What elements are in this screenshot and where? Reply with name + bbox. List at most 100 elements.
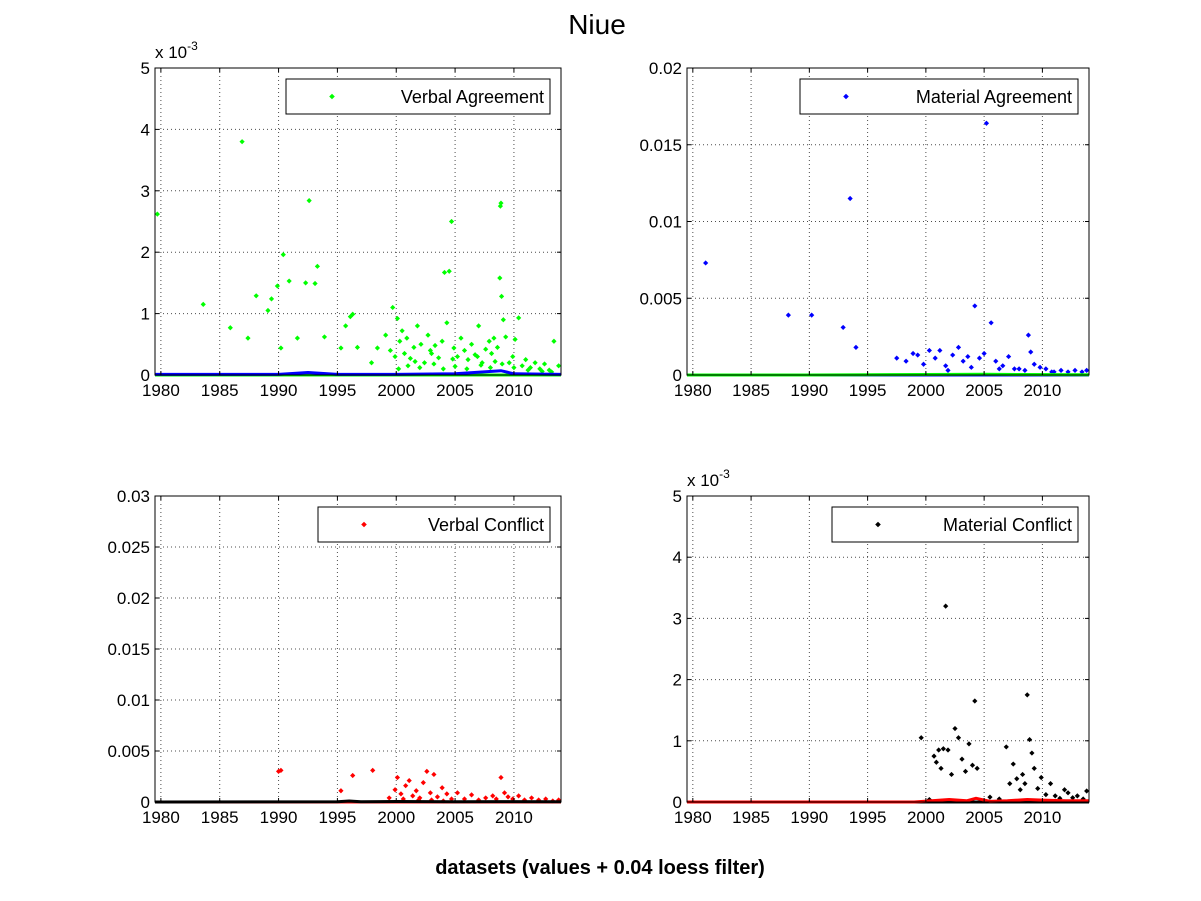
plot-area [687,496,1089,802]
data-point [432,342,438,349]
data-point [405,363,411,369]
data-point [1029,750,1035,756]
points-verbal-conflict [275,767,562,804]
data-point [394,315,401,322]
data-point [416,797,422,803]
data-point [398,791,404,797]
data-point [410,793,416,799]
data-point [1022,367,1028,373]
figure-title: Niue [568,9,626,40]
x-tick-label: 1980 [142,381,180,400]
legend-marker [361,521,367,528]
data-point [370,767,376,773]
data-point [454,790,461,796]
y-tick-label: 0.005 [107,742,150,761]
data-point [1003,744,1009,750]
data-point [417,365,423,371]
data-point [1028,349,1034,355]
data-point [492,358,498,365]
data-point [945,367,951,373]
data-point [1065,369,1071,375]
data-point [983,120,990,126]
data-point [478,362,484,368]
data-point [959,756,965,762]
data-point [528,795,535,801]
data-point [532,360,538,366]
data-point [516,793,522,799]
data-point [425,332,431,338]
data-point [1084,367,1090,373]
data-point [1065,790,1071,796]
data-point [461,347,468,354]
y-tick-label: 0.02 [649,59,682,78]
data-point [527,365,534,371]
x-tick-label: 1995 [318,808,356,827]
data-point [392,353,398,360]
points-verbal-agreement [154,139,562,375]
data-point [245,335,251,341]
data-point [943,363,949,369]
y-tick-label: 5 [141,59,150,78]
data-point [1007,781,1013,787]
data-point [926,347,932,354]
data-point [321,334,328,340]
data-point [440,366,446,372]
data-point [523,357,529,363]
data-point [968,364,974,370]
data-point [1037,364,1043,370]
legend-label: Verbal Agreement [401,87,544,107]
x-tick-label: 2010 [495,381,533,400]
data-point [472,352,478,358]
y-tick-label: 1 [673,732,682,751]
legend-verbal-conflict: Verbal Conflict [317,506,551,543]
data-point [399,328,405,334]
data-point [497,275,503,281]
axes-box [686,495,1090,803]
data-point [510,353,516,360]
data-point [421,360,428,366]
figure-xlabel: datasets (values + 0.04 loess filter) [435,857,765,879]
data-point [1043,792,1049,798]
data-point [306,198,312,204]
data-point [1017,787,1023,793]
data-point [397,338,403,344]
data-point [275,768,282,774]
panel-material-agreement: 1980 1985 1990 1995 2000 2005 2010 0 0.005 0.01 0.… [639,59,1090,400]
x-tick-label: 2000 [907,381,945,400]
data-point [436,355,442,361]
data-point [955,344,962,350]
x-tick-label: 1980 [674,808,712,827]
data-point [452,363,458,370]
data-point [932,355,938,361]
data-point [347,314,353,320]
data-point [343,323,349,329]
data-point [200,301,206,307]
data-point [474,353,481,360]
data-point [500,317,506,323]
x-tick-label: 1990 [790,808,828,827]
data-point [417,795,423,801]
legend-box [317,506,551,543]
y-tick-label: 5 [673,487,682,506]
data-point [486,338,492,344]
data-point [420,780,426,786]
x-tick-label: 1980 [674,381,712,400]
y-tick-label: 0.01 [117,691,150,710]
data-point [976,355,983,361]
data-point [350,311,356,317]
data-point [278,767,284,773]
data-point [441,269,448,276]
data-point [434,794,441,800]
data-point [450,356,456,362]
x-tick-label: 2000 [377,381,415,400]
axes-box [154,67,562,376]
data-point [458,335,464,341]
plot-area [155,496,561,802]
y-tick-label: 0 [673,793,682,812]
data-point [512,336,518,342]
legend-label: Material Conflict [943,515,1072,535]
data-point [1006,353,1012,360]
x-tick-label: 2010 [1023,381,1061,400]
data-point [1019,771,1026,778]
y-tick-label: 0.005 [639,289,682,308]
